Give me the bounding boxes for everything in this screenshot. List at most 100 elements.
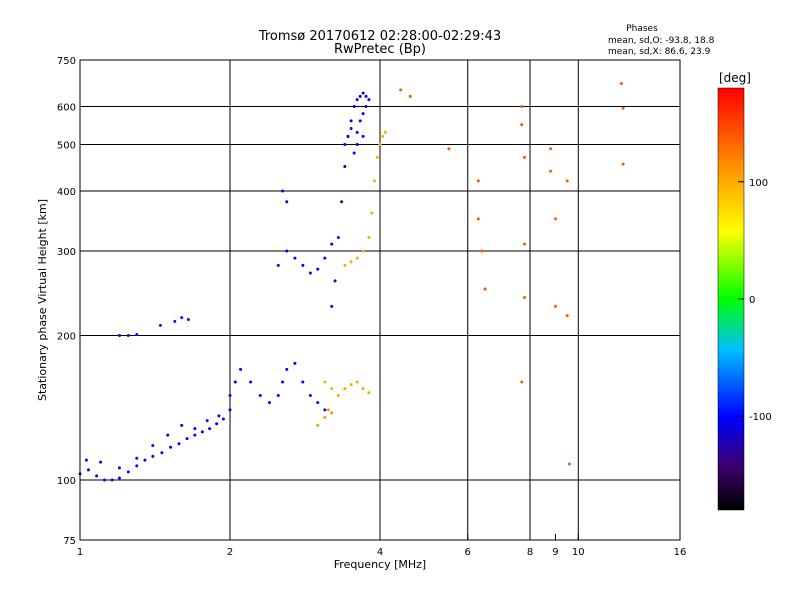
data-point [239,367,243,371]
data-point [180,423,184,427]
x-tick-label: 1 [77,547,83,558]
x-tick-label: 4 [377,547,383,558]
data-point [143,458,147,462]
colorbar-ticks: 100 0 -100 [738,178,772,423]
data-point [228,408,232,412]
data-point [355,130,359,134]
data-point [95,474,99,478]
data-point [447,147,451,151]
data-point [361,112,365,116]
data-point [408,94,412,98]
data-point [326,408,330,412]
data-point [361,91,365,95]
y-axis-label: Stationary phase Virtual Height [km] [36,199,49,401]
phase-o-stats: mean, sd,O: -93.8, 18.8 [608,36,715,46]
data-point [343,143,347,147]
data-point [340,200,344,204]
data-point [258,394,262,398]
data-point [352,151,356,155]
data-point [330,242,334,246]
data-point [621,162,625,166]
data-point [316,401,320,405]
data-point [523,155,527,159]
data-point [285,249,289,253]
data-point [330,411,334,415]
data-point [293,361,297,365]
data-point [293,256,297,260]
data-point [373,179,377,183]
data-point [86,468,90,472]
data-point [381,134,385,138]
data-point [151,444,155,448]
data-point [276,394,280,398]
data-point [346,134,350,138]
data-point [367,391,371,395]
data-point [399,88,403,92]
data-point [173,319,177,323]
x-tick-label: 10 [572,547,585,558]
data-point [621,106,625,110]
data-point [217,414,221,418]
data-point [110,478,114,482]
data-point [336,236,340,240]
data-point [370,211,374,215]
data-point [158,323,162,327]
data-point [215,422,219,426]
y-tick-label: 75 [63,536,76,547]
x-tick-label: 9 [552,547,558,558]
data-point [565,314,569,318]
data-point [160,451,164,455]
chart-title: Tromsø 20170612 02:28:00-02:29:43 [258,29,501,44]
data-point [619,82,623,86]
data-point [84,458,88,462]
y-tick-label: 400 [57,187,76,198]
data-point [520,105,524,109]
y-tick-label: 300 [57,247,76,258]
data-point [358,94,362,98]
data-points [78,82,625,482]
data-point [205,419,209,423]
data-point [103,478,107,482]
data-point [193,427,197,431]
x-tick-label: 2 [227,547,233,558]
data-point [567,462,571,466]
data-point [364,94,368,98]
data-point [523,296,527,300]
data-point [336,394,340,398]
data-point [565,179,569,183]
data-point [228,394,232,398]
data-point [349,126,353,130]
data-point [352,105,356,109]
data-point [323,380,327,384]
colorbar-tick-label: 100 [749,178,768,189]
axis-ticks: 1 2 4 6 8 9 10 16 75 100 200 300 400 500 600 750 [57,56,686,558]
x-tick-label: 8 [527,547,533,558]
data-point [200,430,204,434]
data-point [177,442,181,446]
data-point [323,256,327,260]
data-point [330,387,334,391]
data-point [316,423,320,427]
x-axis-label: Frequency [MHz] [334,558,426,571]
data-point [117,476,121,480]
data-point [166,433,170,437]
data-point [135,456,139,460]
data-point [375,155,379,159]
data-point [358,119,362,123]
y-tick-label: 750 [57,56,76,67]
data-point [476,217,480,221]
data-point [378,143,382,147]
data-point [549,169,553,173]
data-point [193,433,197,437]
data-point [355,380,359,384]
data-point [349,383,353,387]
data-point [135,332,139,336]
data-point [383,130,387,134]
x-tick-label: 16 [674,547,687,558]
data-point [333,279,337,283]
data-point [117,466,121,470]
data-point [180,316,184,320]
data-point [249,380,253,384]
